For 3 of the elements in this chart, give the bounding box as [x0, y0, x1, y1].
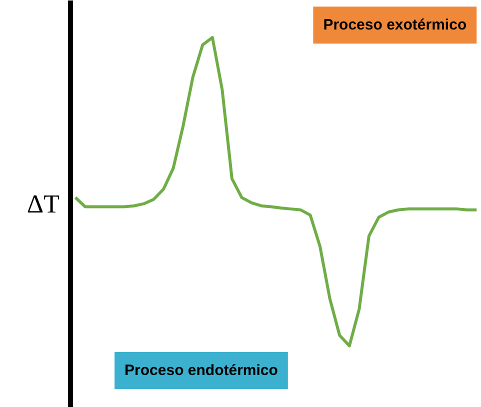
- y-axis-title: ΔT: [26, 190, 60, 218]
- text: Proceso exotérmico: [323, 16, 467, 34]
- text: Proceso endotérmico: [124, 362, 278, 379]
